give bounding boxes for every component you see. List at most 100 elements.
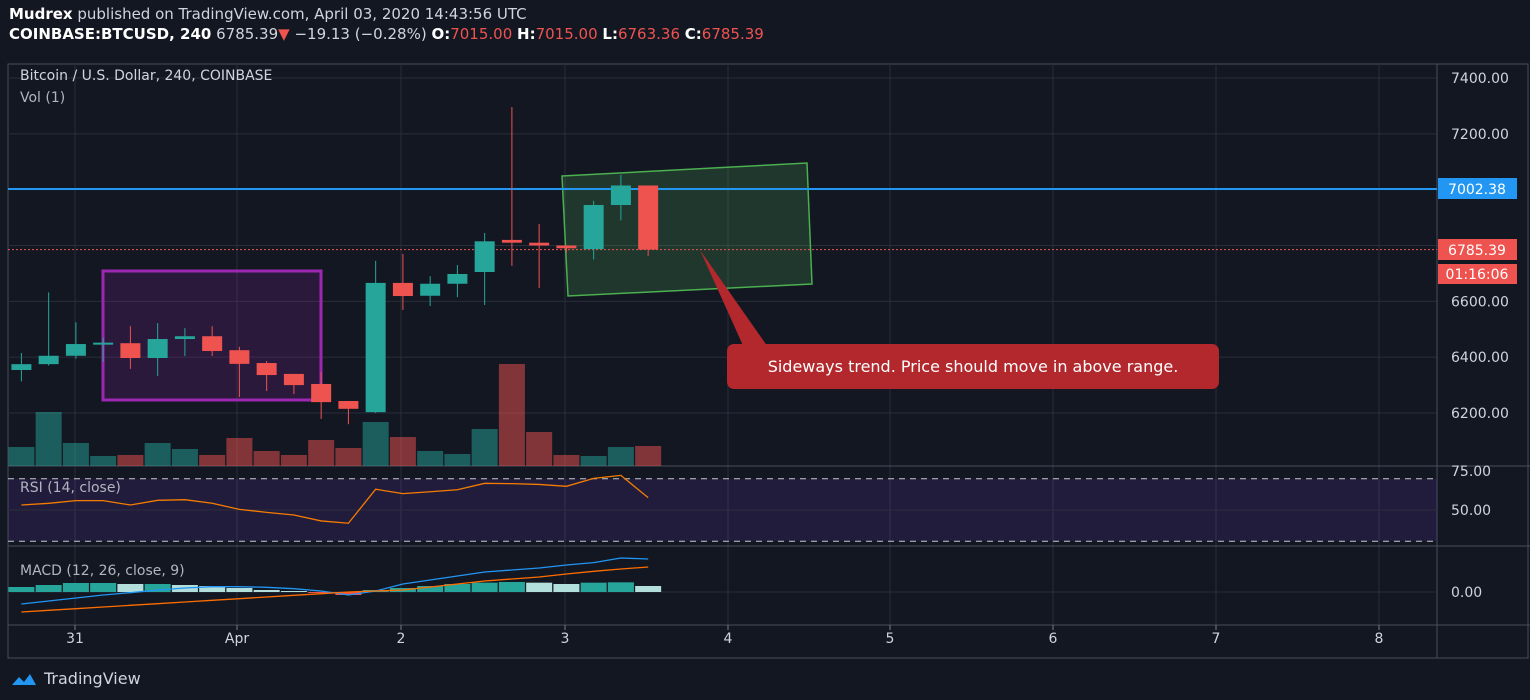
macd-histogram-bar bbox=[90, 583, 117, 592]
candle-body bbox=[202, 336, 223, 352]
macd-histogram-bar bbox=[280, 591, 307, 592]
macd-histogram-bar bbox=[117, 584, 144, 592]
open-value: 7015.00 bbox=[450, 25, 513, 43]
callout-annotation[interactable]: Sideways trend. Price should move in abo… bbox=[727, 344, 1219, 389]
price-tick-label: 7200.00 bbox=[1451, 127, 1509, 143]
macd-histogram-bar bbox=[35, 585, 62, 592]
brand-text: TradingView bbox=[44, 669, 141, 688]
down-arrow-icon: ▼ bbox=[278, 25, 290, 43]
last-price: 6785.39 bbox=[216, 25, 279, 43]
volume-bar bbox=[199, 455, 226, 466]
volume-bar bbox=[280, 455, 307, 466]
high-value: 7015.00 bbox=[535, 25, 598, 43]
candle-body bbox=[365, 282, 386, 413]
close-value: 6785.39 bbox=[701, 25, 764, 43]
candle-body bbox=[610, 185, 631, 206]
macd-histogram-bar bbox=[444, 584, 471, 592]
published-text: published on TradingView.com, April 03, … bbox=[77, 5, 527, 23]
candle-body bbox=[529, 242, 550, 246]
macd-histogram-bar bbox=[417, 586, 444, 592]
volume-bar bbox=[90, 456, 117, 466]
close-label: C: bbox=[684, 25, 702, 43]
candle-body bbox=[283, 373, 304, 386]
macd-histogram-bar bbox=[335, 592, 362, 595]
candle-body bbox=[11, 364, 32, 371]
candle-body bbox=[256, 363, 277, 376]
macd-histogram-bar bbox=[308, 592, 335, 593]
volume-bar bbox=[144, 443, 171, 466]
author[interactable]: Mudrex bbox=[9, 5, 73, 23]
macd-histogram-bar bbox=[253, 590, 280, 592]
chart-frame bbox=[7, 63, 1529, 659]
volume-bar bbox=[8, 447, 35, 466]
rsi-line bbox=[21, 474, 649, 524]
candle-body bbox=[65, 344, 86, 356]
macd-histogram-bar bbox=[471, 582, 498, 592]
candle-body bbox=[474, 241, 495, 273]
candle-body bbox=[93, 342, 114, 345]
countdown-text: 01:16:06 bbox=[1446, 267, 1509, 283]
candle-body bbox=[229, 350, 250, 364]
low-value: 6763.36 bbox=[617, 25, 680, 43]
date-tick-label: 8 bbox=[1375, 631, 1384, 647]
macd-histogram-bar bbox=[199, 586, 226, 592]
candle-body bbox=[174, 336, 195, 340]
date-tick-label: 4 bbox=[724, 631, 733, 647]
macd-histogram-bar bbox=[553, 584, 580, 592]
high-label: H: bbox=[517, 25, 536, 43]
low-label: L: bbox=[602, 25, 618, 43]
macd-histogram-bar bbox=[526, 582, 553, 592]
date-tick-label: 2 bbox=[397, 631, 406, 647]
volume-bar bbox=[253, 451, 280, 466]
date-tick-label: 5 bbox=[886, 631, 895, 647]
macd-histogram-bar bbox=[635, 586, 662, 592]
candle-body bbox=[447, 273, 468, 284]
price-tick-label: 6400.00 bbox=[1451, 350, 1509, 366]
rsi-legend: RSI (14, close) bbox=[20, 480, 121, 496]
volume-bar bbox=[417, 451, 444, 466]
candle-body bbox=[338, 400, 359, 409]
candle-body bbox=[501, 239, 522, 243]
chart-title: Bitcoin / U.S. Dollar, 240, COINBASE bbox=[20, 68, 273, 84]
macd-histogram-bar bbox=[144, 584, 171, 592]
line-price-text: 7002.38 bbox=[1448, 182, 1506, 198]
volume-bar bbox=[335, 448, 362, 466]
volume-bar bbox=[171, 449, 198, 466]
volume-bar bbox=[62, 443, 89, 466]
rsi-tick-label: 75.00 bbox=[1451, 464, 1491, 480]
candle-body bbox=[392, 282, 413, 297]
volume-bar bbox=[117, 455, 144, 466]
date-tick-label: 31 bbox=[66, 631, 84, 647]
last-price-badge bbox=[1438, 239, 1517, 260]
volume-bar bbox=[635, 446, 662, 466]
volume-bar bbox=[607, 447, 634, 466]
volume-bar bbox=[389, 437, 416, 466]
price-tick-label: 7400.00 bbox=[1451, 71, 1509, 87]
publish-info: Mudrex published on TradingView.com, Apr… bbox=[9, 5, 527, 23]
macd-histogram-bar bbox=[498, 582, 525, 592]
candle-body bbox=[147, 339, 168, 359]
macd-histogram-bar bbox=[8, 587, 35, 592]
candle-body bbox=[583, 205, 604, 250]
macd-tick-label: 0.00 bbox=[1451, 585, 1482, 601]
volume-bar bbox=[471, 429, 498, 466]
volume-legend: Vol (1) bbox=[20, 90, 66, 106]
candle-body bbox=[420, 283, 441, 296]
open-label: O: bbox=[431, 25, 451, 43]
date-tick-label: 7 bbox=[1212, 631, 1221, 647]
line-price-badge bbox=[1438, 178, 1517, 199]
date-tick-label: Apr bbox=[225, 631, 249, 647]
price-tick-label: 6200.00 bbox=[1451, 406, 1509, 422]
candle-body bbox=[556, 245, 577, 249]
volume-bar bbox=[526, 432, 553, 466]
symbol-info: COINBASE:BTCUSD, 240 6785.39▼ −19.13 (−0… bbox=[9, 25, 764, 43]
date-tick-label: 3 bbox=[561, 631, 570, 647]
volume-bar bbox=[362, 422, 389, 466]
volume-bar bbox=[35, 412, 62, 466]
candle-body bbox=[38, 355, 59, 365]
candle-body bbox=[638, 185, 659, 250]
macd-legend: MACD (12, 26, close, 9) bbox=[20, 563, 185, 579]
symbol: COINBASE:BTCUSD, 240 bbox=[9, 25, 212, 43]
candle-body bbox=[311, 383, 332, 403]
